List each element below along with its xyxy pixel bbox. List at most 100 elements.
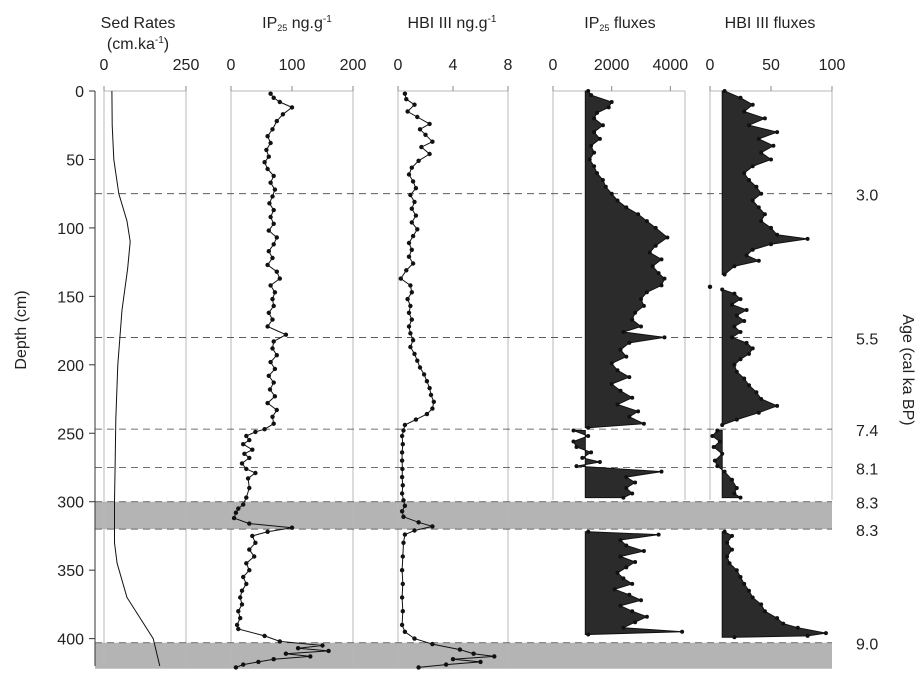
- panel-4-point-s0-17: [756, 205, 761, 210]
- panel-2-point-62: [399, 509, 405, 514]
- panel-2-point-68: [401, 540, 406, 545]
- panel-0-subtitle: (cm.ka-1): [107, 35, 169, 53]
- panel-1-title: IP25 ng.g-1: [262, 14, 332, 33]
- panel-1-point-26: [265, 262, 270, 268]
- panel-2-point-59: [399, 491, 405, 496]
- panel-3-title-main: IP: [584, 15, 599, 32]
- panel-4-point-s4-5: [727, 561, 732, 566]
- panel-2-point-43: [424, 379, 430, 384]
- panel-4-point-s2-18: [754, 390, 759, 395]
- panel-3-point-s1-7: [574, 464, 579, 469]
- panel-2-point-37: [410, 338, 416, 343]
- panel-3-point-s2-10: [630, 581, 635, 586]
- panel-3-point-s0-50: [641, 421, 646, 426]
- panel-3-point-s0-35: [639, 324, 643, 329]
- panel-3-point-s0-45: [618, 388, 623, 393]
- panel-3-point-s1-12: [630, 491, 635, 496]
- panel-3-title-sub: 25: [599, 23, 609, 33]
- panel-3-point-s0-0: [586, 89, 591, 93]
- age-label-4: 8.3: [856, 496, 878, 513]
- panel-2-point-71: [400, 581, 405, 587]
- panel-4-point-s0-11: [750, 164, 755, 169]
- panel-3-area-0: [584, 90, 669, 429]
- panel-2-point-3: [405, 109, 410, 114]
- age-label-3: 8.1: [856, 461, 878, 478]
- panel-1-point-76: [247, 568, 252, 573]
- y-tick-label-3: 150: [57, 289, 84, 306]
- panel-2-point-61: [402, 503, 408, 508]
- panel-2-point-54: [399, 450, 405, 455]
- panel-2-point-12: [409, 165, 414, 170]
- panel-1-point-22: [274, 235, 279, 240]
- panel-3-point-s0-2: [609, 100, 614, 104]
- panel-3-point-s0-13: [595, 171, 599, 176]
- panel-2-title-sup: -1: [488, 14, 497, 25]
- panel-4-point-s4-18: [732, 635, 737, 640]
- panel-3-point-s0-15: [603, 184, 608, 189]
- panel-2-point-80: [492, 654, 497, 659]
- panel-2-point-78: [457, 647, 463, 652]
- panel-2-point-16: [408, 192, 413, 198]
- panel-2-point-28: [398, 276, 403, 281]
- panel-2-point-0: [402, 91, 408, 96]
- panel-3-point-s0-46: [630, 395, 635, 400]
- panel-1-point-18: [271, 207, 276, 213]
- panel-1-xtick-label-2: 200: [340, 57, 367, 74]
- panel-2-point-55: [399, 458, 405, 463]
- panel-3-point-s2-11: [612, 587, 617, 592]
- panel-1-title-sup: -1: [323, 14, 332, 25]
- panel-3-point-s0-10: [592, 150, 597, 155]
- panel-3-point-s2-4: [641, 549, 646, 553]
- panel-1-point-3: [289, 105, 295, 110]
- panel-2-point-58: [400, 483, 405, 488]
- panel-2-point-57: [399, 474, 405, 480]
- panel-2-point-79: [471, 651, 476, 656]
- panel-3-point-s0-30: [644, 290, 649, 295]
- panel-4-point-s2-8: [738, 330, 743, 334]
- panel-2-point-50: [402, 422, 408, 428]
- panel-1-point-60: [253, 470, 258, 476]
- panel-1-point-38: [270, 346, 275, 351]
- panel-1-point-75: [244, 561, 249, 566]
- panel-0-xtick-label-0: 0: [100, 57, 109, 74]
- panel-4-point-s4-2: [725, 540, 730, 545]
- panel-1-point-29: [268, 283, 273, 288]
- panel-1-point-69: [289, 525, 295, 530]
- panel-2-point-49: [413, 417, 419, 422]
- panel-4-point-s0-26: [756, 258, 761, 263]
- panel-1-point-90: [326, 648, 331, 654]
- panel-1-point-84: [234, 622, 240, 628]
- panel-1-point-61: [245, 476, 251, 481]
- panel-1-point-93: [271, 657, 276, 662]
- panel-3-point-s1-13: [621, 495, 626, 500]
- panel-1-point-6: [270, 127, 275, 132]
- panel-3-point-s0-49: [627, 414, 632, 419]
- panel-1-point-32: [271, 303, 276, 309]
- panel-4-point-s2-14: [732, 362, 737, 367]
- age-axis-label: Age (cal ka BP): [899, 314, 916, 425]
- panel-4-point-s0-21: [775, 232, 780, 237]
- panel-1-point-72: [253, 540, 258, 545]
- panel-4-xtick-label-0: 0: [706, 57, 715, 74]
- panel-4-point-s0-23: [769, 242, 773, 247]
- panel-4-point-s0-6: [775, 130, 780, 135]
- panel-3-point-s0-39: [618, 347, 623, 352]
- panel-4-point-s4-1: [730, 533, 734, 538]
- panel-4-point-s2-4: [744, 308, 749, 312]
- panel-4-point-s0-1: [738, 95, 743, 100]
- panel-2-point-27: [404, 268, 409, 273]
- panel-3-point-s0-44: [609, 382, 614, 386]
- panel-4-point-s2-11: [750, 346, 755, 351]
- panel-4-point-s3-4: [720, 451, 725, 456]
- panel-4-point-s0-19: [759, 219, 764, 224]
- age-label-6: 9.0: [856, 637, 878, 654]
- panel-3-point-s0-24: [647, 250, 652, 255]
- panel-1-point-36: [283, 332, 289, 337]
- panel-2-point-4: [415, 114, 420, 120]
- panel-1-point-83: [238, 615, 243, 621]
- panel-3-point-s0-36: [621, 330, 626, 334]
- panel-1-point-45: [272, 394, 278, 399]
- panel-3-point-s1-3: [574, 445, 579, 449]
- panel-1-series-line: [233, 93, 329, 668]
- panel-2-point-63: [401, 514, 406, 519]
